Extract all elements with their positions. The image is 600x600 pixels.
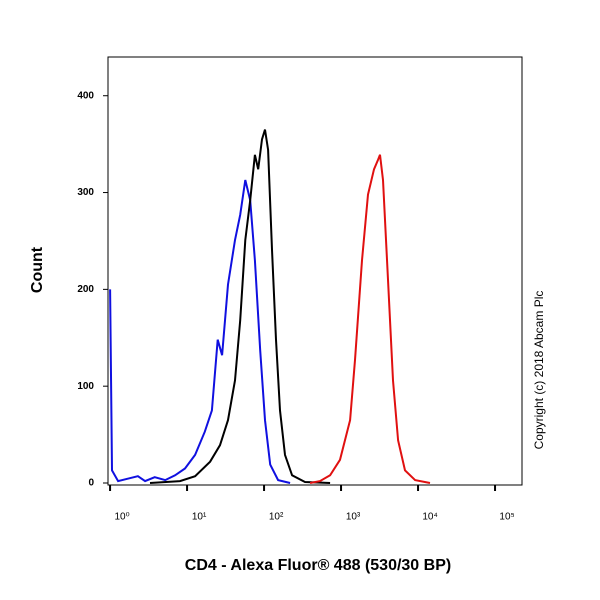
copyright: Copyright (c) 2018 Abcam Plc <box>532 291 546 450</box>
plot-frame <box>107 56 523 486</box>
y-tick-label: 400 <box>77 90 94 101</box>
x-tick-label: 10⁵ <box>499 512 514 523</box>
histogram-line <box>149 129 331 484</box>
y-tick-label: 100 <box>77 381 94 392</box>
x-tick-label: 10² <box>269 512 284 523</box>
y-tick-label: 0 <box>88 478 94 489</box>
y-tick-label: 300 <box>77 187 94 198</box>
x-tick-label: 10⁴ <box>422 512 437 523</box>
x-axis-label: CD4 - Alexa Fluor® 488 (530/30 BP) <box>185 557 451 574</box>
y-tick-label: 200 <box>77 284 94 295</box>
histogram-line <box>309 154 431 484</box>
x-tick-label: 10³ <box>346 512 361 523</box>
histogram-line <box>109 179 291 484</box>
x-tick-label: 10¹ <box>192 512 207 523</box>
y-axis-label: Count <box>29 246 46 293</box>
x-tick-label: 10⁰ <box>114 512 129 523</box>
